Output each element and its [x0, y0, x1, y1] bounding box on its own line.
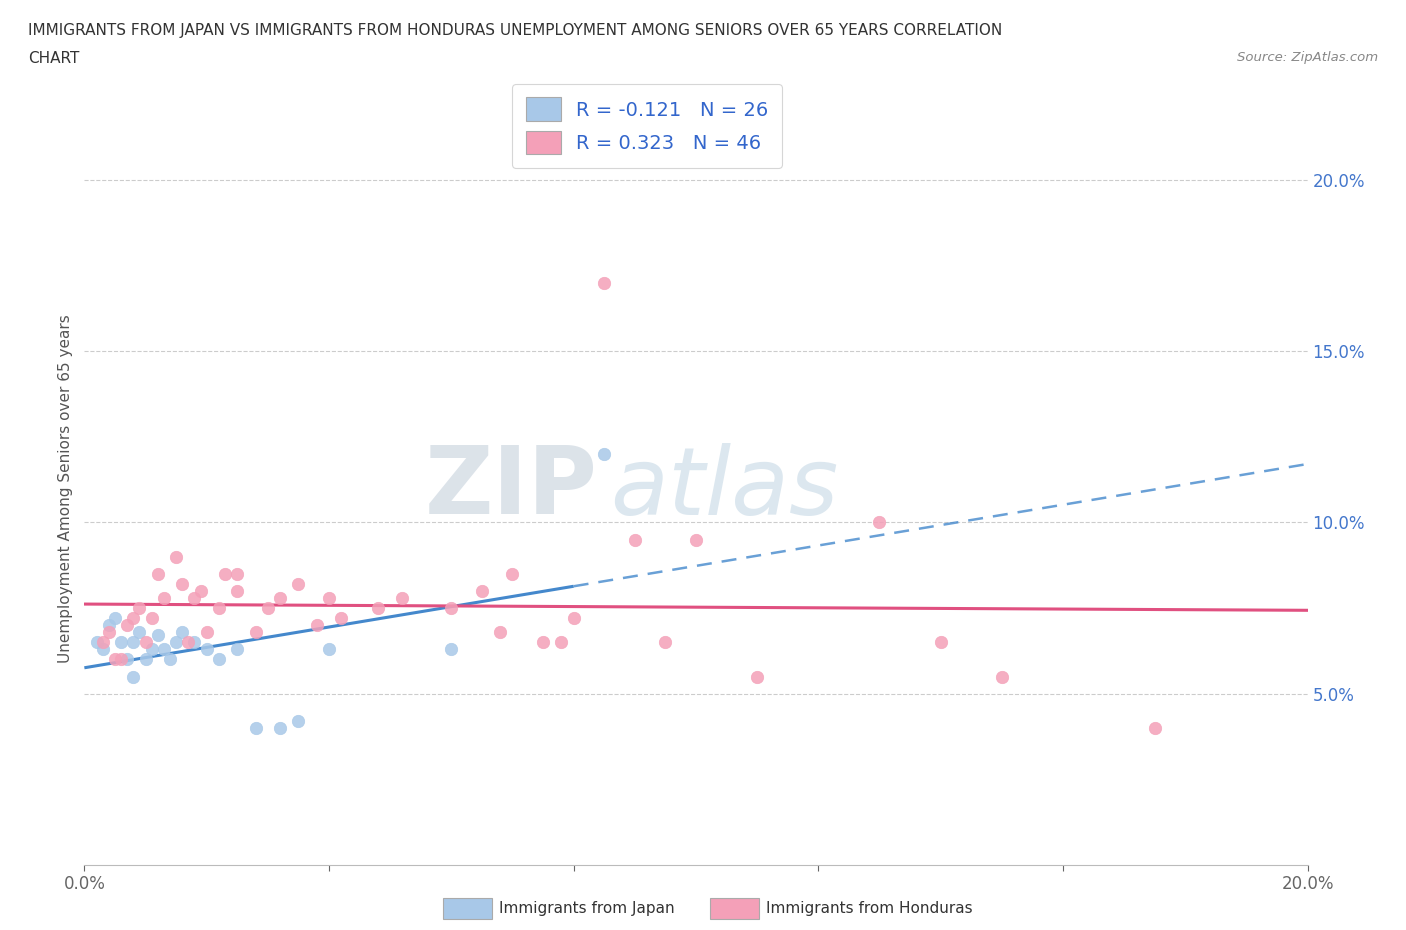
Point: [97, 625, 120, 640]
Point: [86, 635, 108, 650]
Point: [391, 591, 413, 605]
Point: [183, 635, 205, 650]
Point: [110, 652, 132, 667]
Point: [153, 591, 176, 605]
Point: [593, 275, 616, 290]
Point: [115, 652, 138, 667]
Text: ZIP: ZIP: [425, 443, 598, 534]
Point: [440, 642, 463, 657]
Point: [122, 611, 145, 626]
Point: [135, 652, 157, 667]
Point: [593, 446, 616, 461]
Point: [177, 635, 200, 650]
Text: CHART: CHART: [28, 51, 80, 66]
Legend: R = -0.121   N = 26, R = 0.323   N = 46: R = -0.121 N = 26, R = 0.323 N = 46: [512, 84, 782, 168]
Point: [208, 652, 231, 667]
Point: [562, 611, 585, 626]
Point: [269, 591, 291, 605]
Point: [104, 652, 127, 667]
Point: [624, 532, 647, 547]
Point: [226, 566, 249, 581]
Point: [489, 625, 512, 640]
Point: [531, 635, 554, 650]
Point: [128, 625, 150, 640]
Point: [226, 583, 249, 598]
Point: [471, 583, 494, 598]
Point: [287, 577, 309, 591]
Point: [318, 591, 340, 605]
Point: [91, 635, 114, 650]
Point: [104, 611, 127, 626]
Point: [97, 618, 120, 632]
Point: [685, 532, 707, 547]
Point: [287, 713, 309, 728]
Point: [991, 670, 1014, 684]
Text: Immigrants from Japan: Immigrants from Japan: [499, 901, 675, 916]
Point: [122, 635, 145, 650]
Point: [195, 625, 218, 640]
Point: [141, 611, 163, 626]
Point: [214, 566, 236, 581]
Point: [135, 635, 157, 650]
Point: [183, 591, 205, 605]
Point: [747, 670, 769, 684]
Point: [1143, 721, 1166, 736]
Y-axis label: Unemployment Among Seniors over 65 years: Unemployment Among Seniors over 65 years: [58, 314, 73, 662]
Point: [330, 611, 353, 626]
Point: [208, 601, 231, 616]
Point: [869, 515, 891, 530]
Point: [305, 618, 328, 632]
Point: [122, 670, 145, 684]
Point: [153, 642, 176, 657]
Point: [91, 642, 114, 657]
Point: [146, 628, 169, 643]
Point: [440, 601, 463, 616]
Point: [502, 566, 524, 581]
Point: [110, 635, 132, 650]
Point: [654, 635, 676, 650]
Point: [245, 721, 267, 736]
Text: Source: ZipAtlas.com: Source: ZipAtlas.com: [1237, 51, 1378, 64]
Point: [172, 625, 194, 640]
Point: [257, 601, 280, 616]
Point: [128, 601, 150, 616]
Point: [172, 577, 194, 591]
Point: [550, 635, 572, 650]
Point: [159, 652, 181, 667]
Point: [226, 642, 249, 657]
Point: [165, 635, 187, 650]
Point: [318, 642, 340, 657]
Text: atlas: atlas: [610, 443, 838, 534]
Point: [146, 566, 169, 581]
Text: Immigrants from Honduras: Immigrants from Honduras: [766, 901, 973, 916]
Point: [245, 625, 267, 640]
Point: [190, 583, 212, 598]
Point: [269, 721, 291, 736]
Point: [367, 601, 389, 616]
Point: [195, 642, 218, 657]
Point: [115, 618, 138, 632]
Text: IMMIGRANTS FROM JAPAN VS IMMIGRANTS FROM HONDURAS UNEMPLOYMENT AMONG SENIORS OVE: IMMIGRANTS FROM JAPAN VS IMMIGRANTS FROM…: [28, 23, 1002, 38]
Point: [929, 635, 952, 650]
Point: [141, 642, 163, 657]
Point: [165, 550, 187, 565]
